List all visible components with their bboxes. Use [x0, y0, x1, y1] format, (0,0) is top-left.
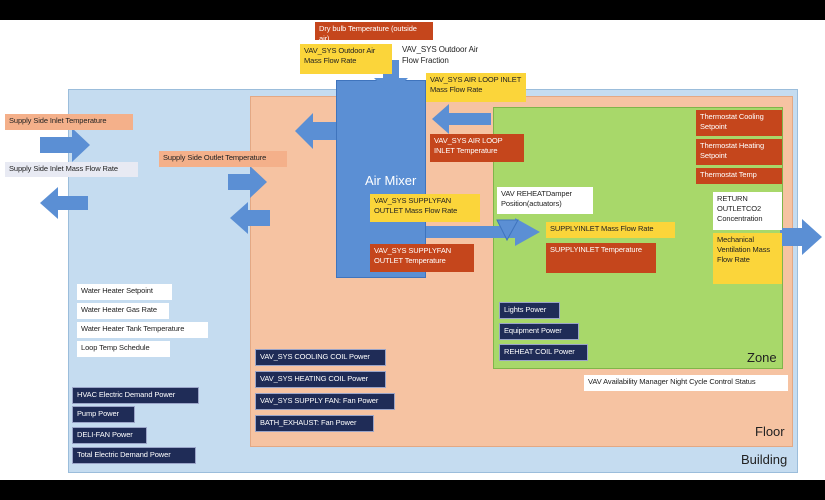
- supply-inlet-mass-flow-label: SUPPLYINLET Mass Flow Rate: [546, 222, 675, 238]
- deli-fan-power-label: DELI-FAN Power: [72, 427, 147, 444]
- air-loop-inlet-mass-flow-label: VAV_SYS AIR LOOP INLET Mass Flow Rate: [426, 73, 526, 102]
- floor-label: Floor: [755, 424, 785, 439]
- bottom-letterbox-bar: [0, 480, 825, 500]
- return-co2-concentration-label: RETURN OUTLETCO2 Concentration: [713, 192, 782, 230]
- air-loop-inlet-temperature-label: VAV_SYS AIR LOOP INLET Temperature: [430, 134, 524, 162]
- reheat-damper-position-label: VAV REHEATDamper Position(actuators): [497, 187, 593, 214]
- zone-exhaust-arrow: [780, 219, 822, 255]
- bath-exhaust-fan-power-label: BATH_EXHAUST: Fan Power: [255, 415, 374, 432]
- lights-power-label: Lights Power: [499, 302, 560, 319]
- water-heater-gas-rate-label: Water Heater Gas Rate: [77, 303, 169, 319]
- hvac-electric-demand-label: HVAC Electric Demand Power: [72, 387, 199, 404]
- floor-return-arrow: [295, 113, 336, 149]
- water-heater-setpoint-label: Water Heater Setpoint: [77, 284, 172, 300]
- supply-outlet-arrow: [40, 187, 88, 219]
- air-loop-inlet-arrow: [432, 104, 491, 134]
- thermostat-heating-setpoint-label: Thermostat Heating Setpoint: [696, 139, 782, 165]
- supply-fan-power-label: VAV_SYS SUPPLY FAN: Fan Power: [255, 393, 395, 410]
- flow-arrows: [40, 60, 822, 255]
- supply-inlet-arrow: [40, 128, 90, 162]
- outdoor-air-flow-fraction-label: VAV_SYS Outdoor Air Flow Fraction: [402, 45, 479, 65]
- thermostat-temp-label: Thermostat Temp: [696, 168, 782, 184]
- supply-fan-arrow: [426, 218, 540, 246]
- reheat-coil-power-label: REHEAT COIL Power: [499, 344, 588, 361]
- dry-bulb-temperature-label: Dry bulb Temperature (outside air): [315, 22, 433, 40]
- floor-inlet-arrow: [228, 166, 267, 198]
- top-letterbox-bar: [0, 0, 825, 20]
- supply-fan-temperature-label: VAV_SYS SUPPLYFAN OUTLET Temperature: [370, 244, 474, 272]
- pump-power-label: Pump Power: [72, 406, 135, 423]
- water-heater-tank-temperature-label: Water Heater Tank Temperature: [77, 322, 208, 338]
- supply-side-outlet-temperature-label: Supply Side Outlet Temperature: [159, 151, 287, 167]
- supply-side-inlet-temperature-label: Supply Side Inlet Temperature: [5, 114, 133, 130]
- night-cycle-status-label: VAV Availability Manager Night Cycle Con…: [584, 375, 788, 391]
- damper-icon: [496, 219, 519, 242]
- heating-coil-power-label: VAV_SYS HEATING COIL Power: [255, 371, 386, 388]
- cooling-coil-power-label: VAV_SYS COOLING COIL Power: [255, 349, 386, 366]
- mechanical-ventilation-label: Mechanical Ventilation Mass Flow Rate: [713, 233, 782, 284]
- air-mixer-label: Air Mixer: [365, 173, 417, 188]
- loop-temp-schedule-label: Loop Temp Schedule: [77, 341, 170, 357]
- thermostat-cooling-setpoint-label: Thermostat Cooling Setpoint: [696, 110, 782, 136]
- outdoor-air-arrow: [374, 60, 408, 95]
- supply-side-inlet-mass-flow-label: Supply Side Inlet Mass Flow Rate: [5, 162, 138, 177]
- total-electric-demand-label: Total Electric Demand Power: [72, 447, 196, 464]
- supply-fan-mass-flow-label: VAV_SYS SUPPLYFAN OUTLET Mass Flow Rate: [370, 194, 480, 222]
- equipment-power-label: Equipment Power: [499, 323, 579, 340]
- zone-label: Zone: [747, 350, 777, 365]
- building-label: Building: [741, 452, 788, 467]
- supply-inlet-temperature-label: SUPPLYINLET Temperature: [546, 243, 656, 273]
- outdoor-air-mass-flow-label: VAV_SYS Outdoor Air Mass Flow Rate: [300, 44, 392, 74]
- floor-outlet-arrow: [230, 202, 270, 234]
